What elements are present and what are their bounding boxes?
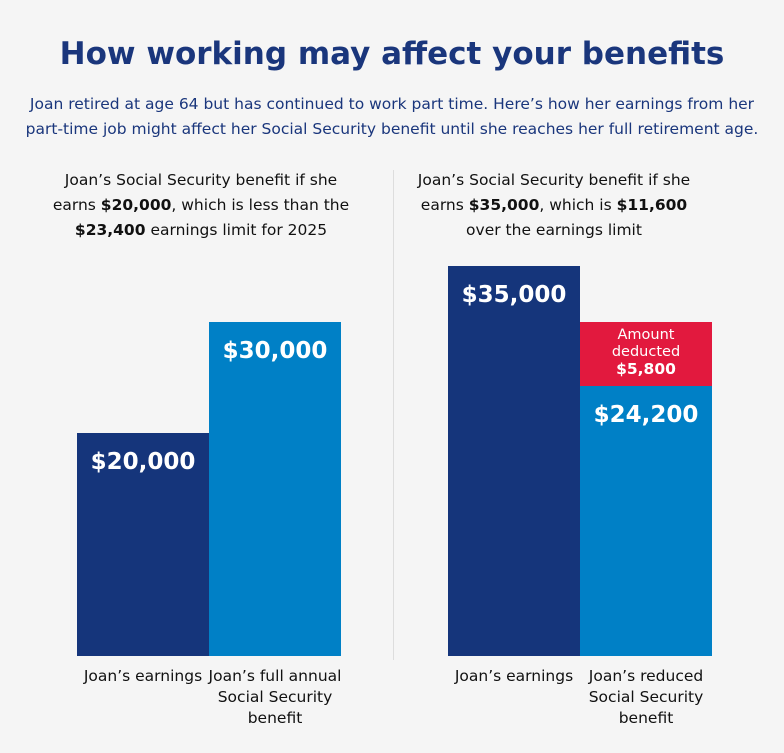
- divider: [393, 170, 394, 660]
- caption-part: $23,400: [74, 221, 146, 239]
- bar-value-label: $20,000: [90, 449, 196, 476]
- x-axis-label: Joan’s full annual Social Security benef…: [208, 667, 342, 727]
- intro-text: Joan retired at age 64 but has continued…: [25, 95, 759, 138]
- x-axis-label: Joan’s earnings: [83, 667, 203, 685]
- deducted-amount: $5,800: [616, 359, 676, 378]
- earnings-bar: $35,000: [448, 266, 580, 656]
- benefit-bar: $30,000: [209, 321, 341, 656]
- caption-part: over the earnings limit: [466, 221, 642, 239]
- caption-part: $20,000: [100, 196, 172, 214]
- deducted-label: Amount deducted $5,800: [580, 327, 712, 378]
- benefit-bar: $24,200: [580, 386, 712, 656]
- caption-part: , which is: [539, 196, 617, 214]
- chart-caption: Joan’s Social Security benefit if she ea…: [51, 168, 351, 243]
- deducted-text: deducted: [611, 343, 681, 360]
- bar-value-label: $30,000: [222, 337, 328, 364]
- caption-part: Joan’s Social Security benefit if she ea…: [52, 171, 338, 214]
- chart-caption: Joan’s Social Security benefit if she ea…: [404, 168, 704, 243]
- caption-part: $35,000: [468, 196, 540, 214]
- x-axis-label: Joan’s reduced Social Security benefit: [588, 667, 704, 727]
- x-axis-label: Joan’s earnings: [454, 667, 574, 685]
- bar-value-label: $35,000: [461, 282, 567, 308]
- earnings-bar: $20,000: [77, 433, 209, 656]
- page-title: How working may affect your benefits: [59, 36, 725, 72]
- bar-value-label: $24,200: [593, 402, 699, 429]
- deducted-bar: Amount deducted $5,800: [580, 321, 712, 387]
- deducted-text: Amount: [617, 326, 675, 343]
- caption-part: Joan’s Social Security benefit if she ea…: [417, 171, 691, 214]
- caption-part: , which is less than the: [171, 196, 350, 214]
- caption-part: $11,600: [616, 196, 688, 214]
- caption-part: earnings limit for 2025: [145, 221, 328, 239]
